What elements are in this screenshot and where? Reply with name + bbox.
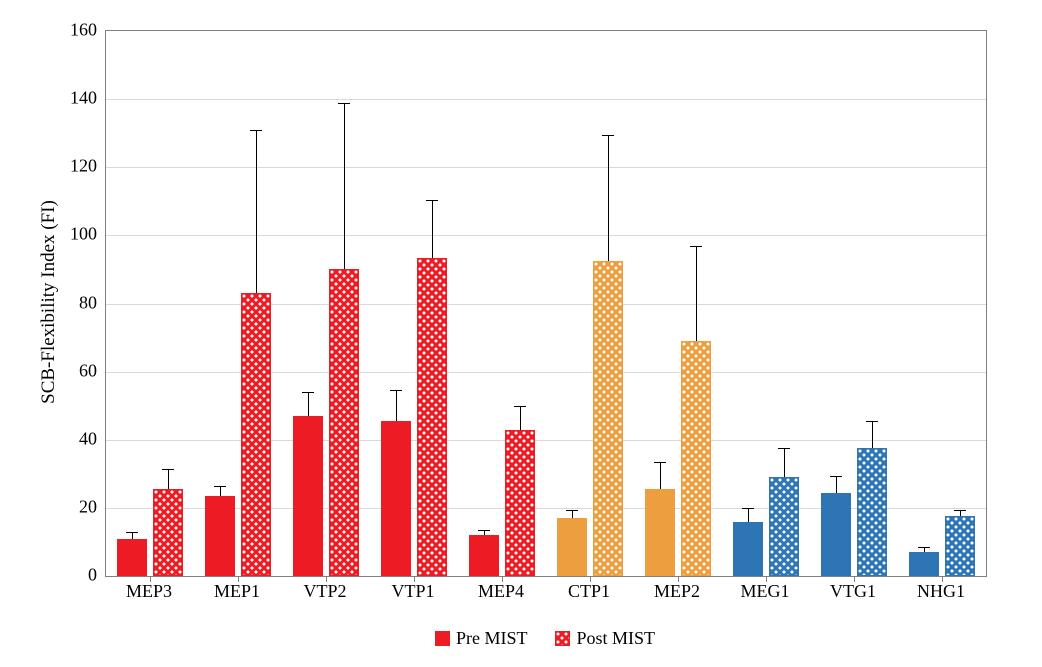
bar-post — [505, 430, 535, 576]
error-bar-cap — [654, 462, 666, 463]
error-bar-stem — [168, 469, 169, 489]
bar-post — [329, 269, 359, 576]
x-tick-label: MEP3 — [126, 581, 172, 602]
y-tick-label: 100 — [70, 224, 97, 245]
y-tick-label: 160 — [70, 20, 97, 41]
error-bar-cap — [778, 448, 790, 449]
plot-area — [105, 30, 987, 577]
error-bar-cap — [918, 547, 930, 548]
x-tick-label: VTP2 — [303, 581, 346, 602]
grid-line — [106, 508, 986, 509]
x-tick-label: MEP1 — [214, 581, 260, 602]
x-tick-label: CTP1 — [568, 581, 610, 602]
bar-pre — [293, 416, 323, 576]
error-bar-stem — [608, 135, 609, 261]
grid-line — [106, 372, 986, 373]
grid-line — [106, 167, 986, 168]
error-bar-stem — [572, 510, 573, 519]
grid-line — [106, 304, 986, 305]
bar-pre — [821, 493, 851, 576]
error-bar-stem — [396, 390, 397, 421]
error-bar-cap — [866, 421, 878, 422]
bar-pre — [645, 489, 675, 576]
bar-post — [153, 489, 183, 576]
bar-pre — [557, 518, 587, 576]
legend-label-post: Post MIST — [576, 628, 655, 649]
y-tick-label: 120 — [70, 156, 97, 177]
error-bar-cap — [954, 510, 966, 511]
error-bar-cap — [390, 390, 402, 391]
error-bar-cap — [602, 135, 614, 136]
error-bar-stem — [784, 448, 785, 477]
error-bar-stem — [220, 486, 221, 496]
error-bar-stem — [872, 421, 873, 448]
bar-pre — [205, 496, 235, 576]
legend-item-pre: Pre MIST — [435, 628, 528, 649]
bar-post — [769, 477, 799, 576]
error-bar-cap — [162, 469, 174, 470]
y-tick-labels: 020406080100120140160 — [0, 30, 105, 575]
x-tick-label: VTP1 — [391, 581, 434, 602]
bar-pre — [733, 522, 763, 577]
legend-item-post: Post MIST — [555, 628, 655, 649]
error-bar-stem — [748, 508, 749, 522]
error-bar-stem — [660, 462, 661, 489]
x-tick-label: VTG1 — [830, 581, 876, 602]
error-bar-stem — [960, 510, 961, 517]
error-bar-cap — [250, 130, 262, 131]
error-bar-cap — [830, 476, 842, 477]
bar-pre — [117, 539, 147, 576]
error-bar-stem — [836, 476, 837, 493]
grid-line — [106, 99, 986, 100]
bar-post — [857, 448, 887, 576]
x-tick-label: NHG1 — [917, 581, 965, 602]
bar-pre — [469, 535, 499, 576]
y-tick-label: 20 — [79, 496, 97, 517]
bar-pre — [381, 421, 411, 576]
bar-post — [681, 341, 711, 576]
error-bar-cap — [742, 508, 754, 509]
grid-line — [106, 235, 986, 236]
bar-post — [417, 258, 447, 576]
error-bar-cap — [426, 200, 438, 201]
y-tick-label: 140 — [70, 88, 97, 109]
x-tick-label: MEP2 — [654, 581, 700, 602]
error-bar-cap — [338, 103, 350, 104]
x-tick-labels: MEP3 MEP1 VTP2 VTP1 MEP4 CTP1 MEP2 MEG1 VTG1 NHG1 — [105, 575, 985, 605]
grid-line — [106, 440, 986, 441]
error-bar-cap — [690, 246, 702, 247]
bar-post — [593, 261, 623, 576]
error-bar-stem — [696, 246, 697, 341]
bar-pre — [909, 552, 939, 576]
legend: Pre MIST Post MIST — [105, 628, 985, 649]
y-tick-label: 0 — [88, 565, 97, 586]
legend-label-pre: Pre MIST — [456, 628, 528, 649]
y-tick-label: 40 — [79, 428, 97, 449]
x-tick-label: MEG1 — [741, 581, 790, 602]
error-bar-cap — [214, 486, 226, 487]
error-bar-stem — [344, 103, 345, 270]
chart-container: SCB-Flexibility Index (FI) 0204060801001… — [0, 0, 1042, 667]
error-bar-cap — [566, 510, 578, 511]
error-bar-stem — [256, 130, 257, 294]
error-bar-stem — [308, 392, 309, 416]
error-bar-cap — [514, 406, 526, 407]
error-bar-cap — [126, 532, 138, 533]
bar-post — [241, 293, 271, 576]
x-tick-label: MEP4 — [478, 581, 524, 602]
error-bar-cap — [302, 392, 314, 393]
y-tick-label: 80 — [79, 292, 97, 313]
error-bar-stem — [520, 406, 521, 430]
legend-swatch-pattern — [555, 631, 570, 646]
error-bar-cap — [478, 530, 490, 531]
bar-post — [945, 516, 975, 576]
y-tick-label: 60 — [79, 360, 97, 381]
legend-swatch-solid — [435, 631, 450, 646]
error-bar-stem — [132, 532, 133, 539]
error-bar-stem — [432, 200, 433, 258]
